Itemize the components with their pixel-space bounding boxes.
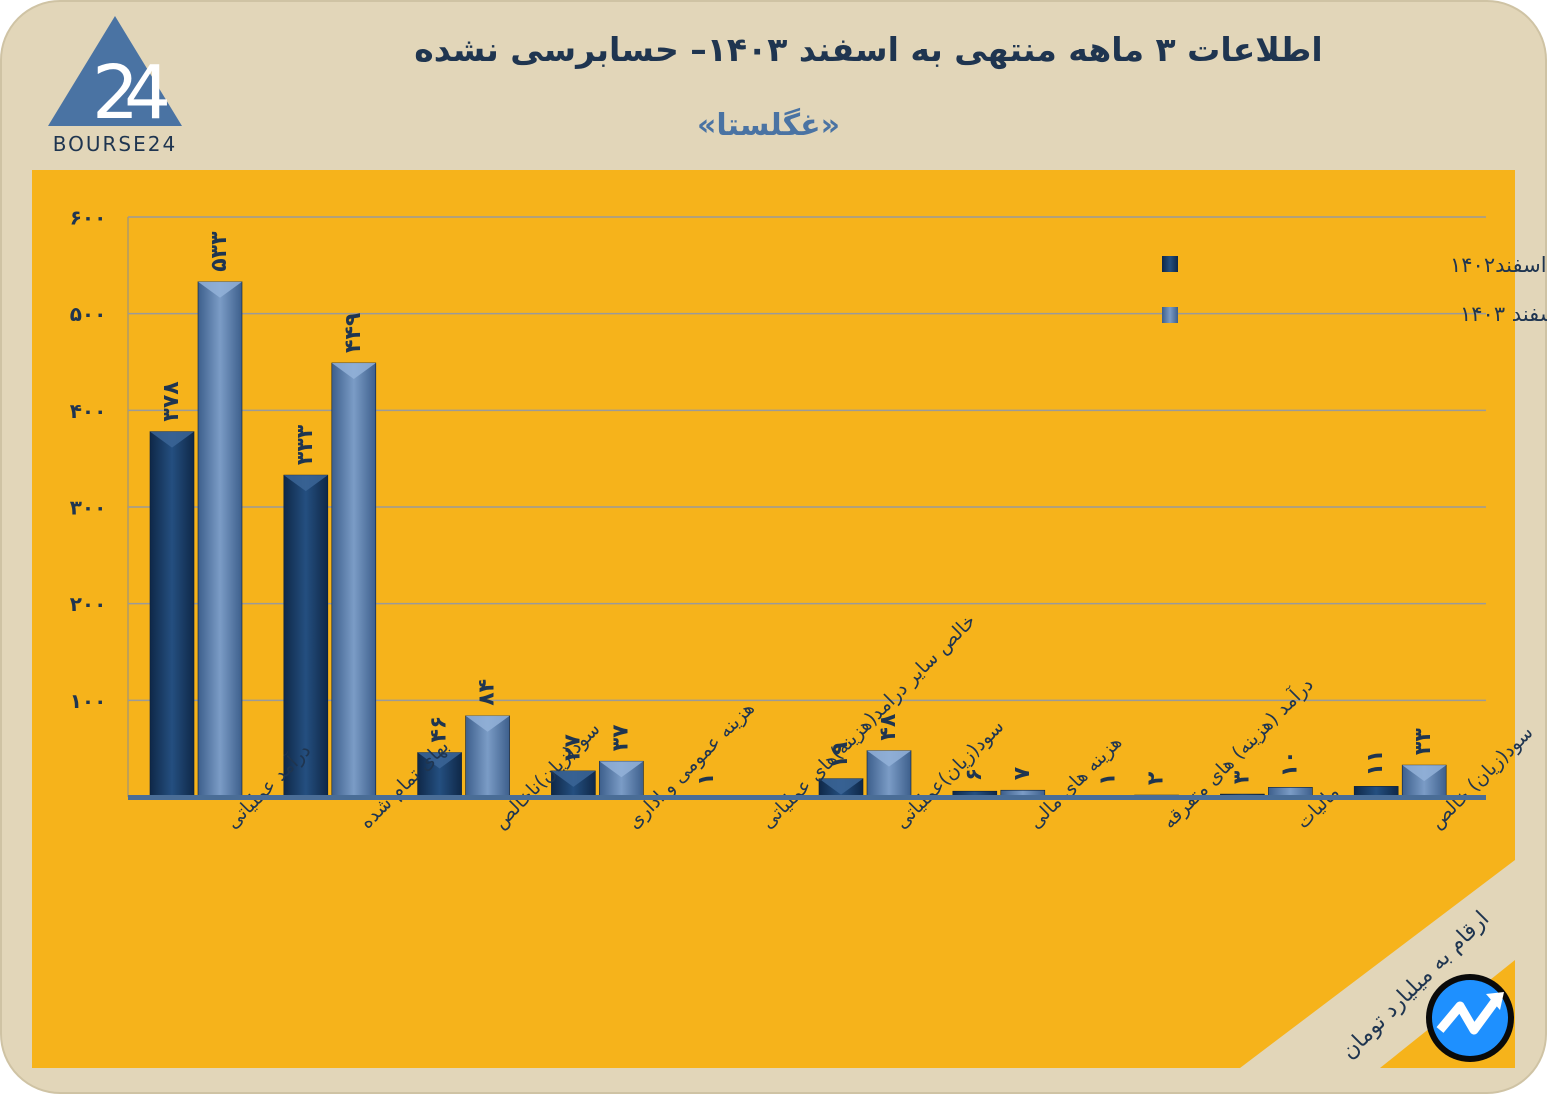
y-tick-label: ۶۰۰ xyxy=(70,206,107,230)
bar-value-label: ۸۴ xyxy=(475,679,500,706)
bar-value-label: ۳ xyxy=(1229,770,1254,784)
bar-bevel xyxy=(417,752,462,769)
bar-bevel xyxy=(819,778,863,795)
bar-1403 xyxy=(197,281,243,798)
bar-value-label: ۷ xyxy=(1010,766,1035,780)
bourse24-logo: 2 4 xyxy=(48,16,182,136)
bar-bevel xyxy=(198,281,242,298)
bar-value-label: ۵۳۳ xyxy=(207,231,232,272)
bar-value-label: ۴۴۹ xyxy=(341,313,366,353)
bar-bevel xyxy=(465,715,510,732)
bar-value-label: ۱۱ xyxy=(1363,750,1388,777)
x-axis-line xyxy=(128,795,1486,800)
trend-logo-icon xyxy=(1426,974,1514,1062)
bar-bevel xyxy=(150,431,194,448)
bar-value-label: ۶ xyxy=(962,768,987,781)
chart-title: اطلاعات ۳ ماهه منتهی به اسفند ۱۴۰۳– حساب… xyxy=(414,30,1323,69)
bar-bevel xyxy=(599,761,644,778)
bar-value-label: ۴۶ xyxy=(427,716,452,743)
y-tick-label: ۳۰۰ xyxy=(70,496,107,520)
bar-1402 xyxy=(283,474,329,798)
bar-bevel xyxy=(867,750,911,767)
legend-swatch-1403 xyxy=(1162,307,1178,323)
bar-bevel xyxy=(283,475,328,492)
bar-value-label: ۳۳۳ xyxy=(293,424,318,465)
logo-text: BOURSE24 xyxy=(52,132,178,156)
bar-bevel xyxy=(331,362,376,379)
legend-label-1403: عملکرد منتهی به اسفند ۱۴۰۳ xyxy=(1460,302,1547,326)
y-tick-label: ۱۰۰ xyxy=(70,689,107,713)
y-tick-label: ۲۰۰ xyxy=(70,592,107,616)
bar-value-label: ۱۹ xyxy=(828,742,853,769)
legend-label-1402: عملکرد منتهی به اسفند۱۴۰۲ xyxy=(1450,253,1547,277)
bar-value-label: ۲۷ xyxy=(560,733,585,760)
bar-1402 xyxy=(149,431,195,798)
bar-value-label: ۳۳ xyxy=(1411,728,1436,755)
y-tick-label: ۴۰۰ xyxy=(70,399,107,423)
legend-swatch-1402 xyxy=(1162,256,1178,272)
bar-value-label: ۴۸ xyxy=(876,713,901,740)
bar-value-label: ۲ xyxy=(1144,771,1169,785)
bar-1403 xyxy=(331,362,377,798)
bar-value-label: ۱ xyxy=(1096,773,1121,786)
svg-text:4: 4 xyxy=(124,50,171,136)
bar-value-label: ۱۰ xyxy=(1277,750,1302,777)
bar-value-label: ۱ xyxy=(694,773,719,786)
plot-area xyxy=(32,170,1515,1068)
svg-text:2: 2 xyxy=(92,50,139,136)
bar-bevel xyxy=(1402,765,1447,782)
legend: عملکرد منتهی به اسفند۱۴۰۲ عملکرد منتهی ب… xyxy=(1162,253,1547,326)
bar-value-label: ۳۷ xyxy=(608,724,633,751)
y-tick-label: ۵۰۰ xyxy=(70,302,107,326)
chart-subtitle: «غگلستا» xyxy=(697,108,840,143)
bar-bevel xyxy=(551,770,596,787)
bar-value-label: ۳۷۸ xyxy=(159,381,184,422)
